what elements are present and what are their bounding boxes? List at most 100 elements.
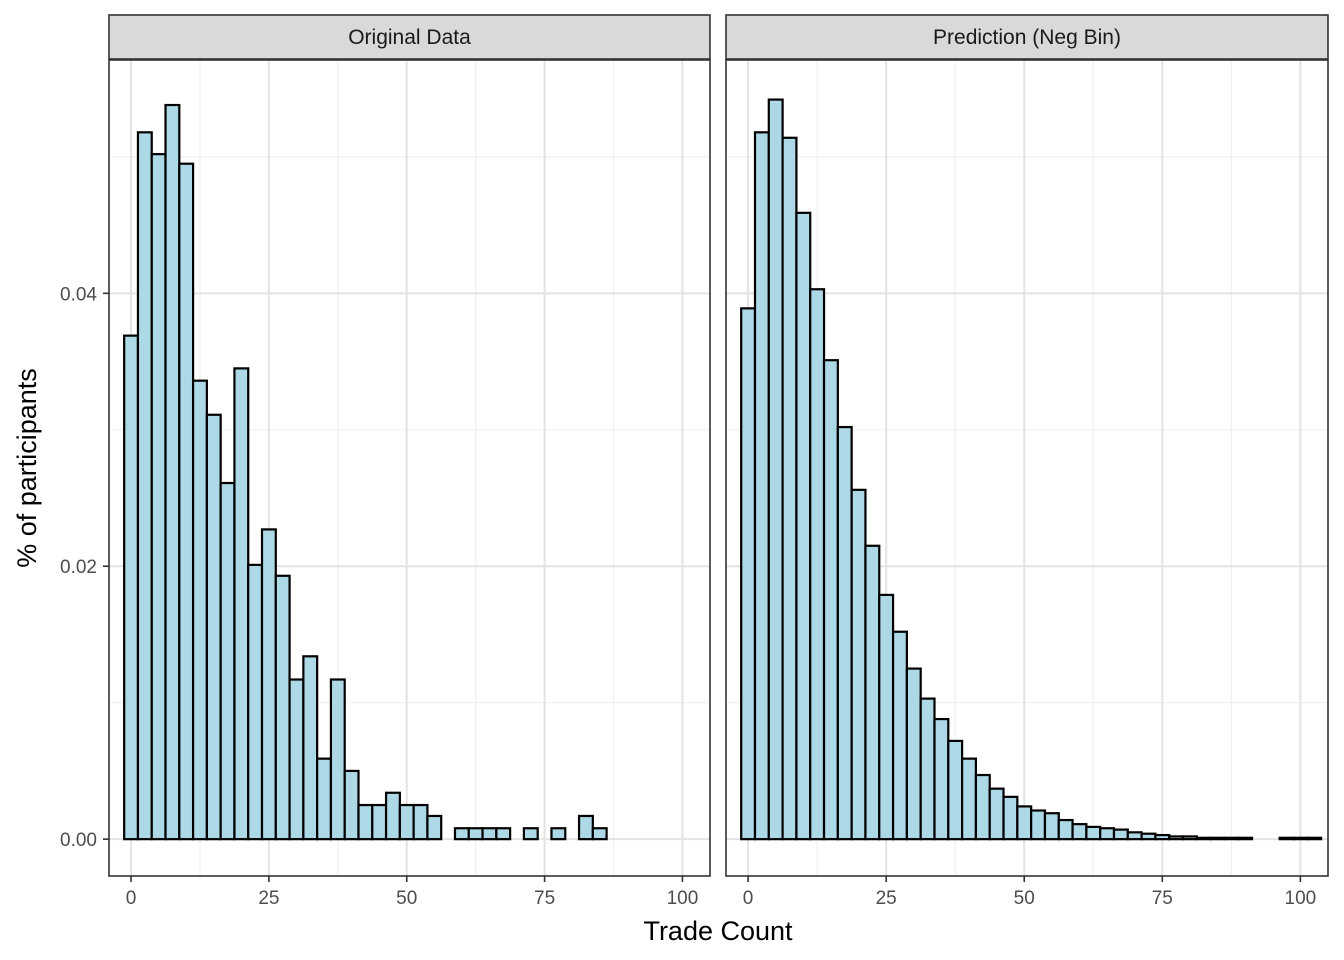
histogram-bar <box>550 827 567 841</box>
histogram-bar <box>522 827 539 841</box>
histogram-bar <box>150 153 167 841</box>
x-tick-label: 25 <box>258 888 279 909</box>
histogram-bar <box>495 827 512 841</box>
histogram-bar <box>933 717 950 841</box>
histogram-bar <box>467 827 484 841</box>
histogram-bars <box>123 103 608 841</box>
histogram-bar <box>412 803 429 841</box>
histogram-bar <box>343 769 360 841</box>
panel-grid <box>109 60 710 876</box>
histogram-bar <box>398 803 415 841</box>
histogram-bar <box>329 678 346 841</box>
x-tick-label: 75 <box>1152 888 1173 909</box>
histogram-bar <box>919 697 936 841</box>
histogram-bar <box>1278 836 1295 841</box>
histogram-bar <box>809 288 826 841</box>
histogram-bar <box>974 773 991 841</box>
histogram-bar <box>288 678 305 841</box>
histogram-bar <box>260 528 277 841</box>
facet-label: Original Data <box>348 26 471 49</box>
histogram-bar <box>740 307 757 841</box>
histogram-bar <box>795 211 812 841</box>
x-tick-label: 100 <box>667 888 699 909</box>
facet-original-data: Original Data 0 25 50 75 100 <box>108 14 711 909</box>
histogram-bar <box>191 379 208 841</box>
histogram-bar <box>357 803 374 841</box>
histogram-bar <box>988 787 1005 841</box>
histogram-bar <box>864 544 881 841</box>
histogram-bar <box>577 814 594 841</box>
y-axis-ticks: 0.00 0.02 0.04 <box>60 284 109 851</box>
histogram-bar <box>233 367 250 841</box>
histogram-bar <box>481 827 498 841</box>
histogram-bar <box>1140 832 1157 841</box>
y-tick-label: 0.00 <box>60 830 97 851</box>
histogram-bar <box>1292 836 1309 841</box>
histogram-bar <box>1126 831 1143 841</box>
histogram-bar <box>1223 836 1240 841</box>
histogram-bar <box>905 667 922 841</box>
histogram-bar <box>836 425 853 841</box>
strip-background <box>108 14 711 60</box>
x-tick-label: 75 <box>534 888 555 909</box>
histogram-bar <box>767 98 784 841</box>
histogram-bar <box>891 630 908 841</box>
x-tick-label: 0 <box>743 888 754 909</box>
panel-border <box>108 59 711 877</box>
histogram-bar <box>1306 836 1323 841</box>
x-axis-ticks: 0 25 50 75 100 <box>126 876 699 909</box>
panel-border <box>725 59 1329 877</box>
x-tick-label: 50 <box>396 888 417 909</box>
histogram-bar <box>1237 836 1254 841</box>
y-axis-title: % of participants <box>12 368 42 568</box>
histogram-bar <box>781 136 798 841</box>
histogram-bar <box>1057 818 1074 841</box>
histogram-bar <box>591 827 608 841</box>
histogram-bar <box>302 655 319 841</box>
histogram-bar <box>1085 825 1102 841</box>
facet-label: Prediction (Neg Bin) <box>933 26 1121 49</box>
x-axis-title: Trade Count <box>643 916 793 946</box>
histogram-bar <box>1209 836 1226 841</box>
histogram-bar <box>1043 812 1060 841</box>
histogram-bar <box>1168 835 1185 841</box>
histogram-bar <box>1099 827 1116 841</box>
histogram-bar <box>1016 805 1033 841</box>
histogram-bar <box>850 488 867 841</box>
histogram-bar <box>274 574 291 841</box>
facet-prediction-neg-bin: Prediction (Neg Bin) 0 25 50 75 100 <box>725 14 1329 909</box>
histogram-bar <box>426 814 443 841</box>
histogram-bar <box>453 827 470 841</box>
histogram-bar <box>1154 833 1171 841</box>
histogram-bar <box>205 413 222 841</box>
histogram-bar <box>384 791 401 841</box>
histogram-bar <box>947 739 964 841</box>
histogram-bar <box>371 803 388 841</box>
histogram-bar <box>1112 828 1129 841</box>
histogram-bar <box>961 757 978 841</box>
histogram-bar <box>164 103 181 841</box>
x-tick-label: 50 <box>1014 888 1035 909</box>
x-tick-label: 25 <box>876 888 897 909</box>
histogram-bar <box>878 593 895 841</box>
histogram-bar <box>123 334 140 841</box>
histogram-bar <box>1030 809 1047 841</box>
histogram-bar <box>1002 795 1019 841</box>
histogram-bar <box>316 757 333 841</box>
histogram-bar <box>247 563 264 841</box>
histogram-bar <box>219 481 236 841</box>
x-tick-label: 100 <box>1285 888 1317 909</box>
y-tick-label: 0.04 <box>60 284 97 305</box>
strip-background <box>725 14 1329 60</box>
histogram-bar <box>136 131 153 841</box>
histogram-bar <box>178 162 195 841</box>
histogram-bar <box>1195 836 1212 841</box>
histogram-bar <box>822 359 839 841</box>
histogram-bar <box>1181 835 1198 841</box>
histogram-bars <box>740 98 1323 841</box>
y-tick-label: 0.02 <box>60 557 97 578</box>
histogram-bar <box>753 131 770 841</box>
x-axis-ticks: 0 25 50 75 100 <box>743 876 1316 909</box>
histogram-bar <box>1071 823 1088 841</box>
